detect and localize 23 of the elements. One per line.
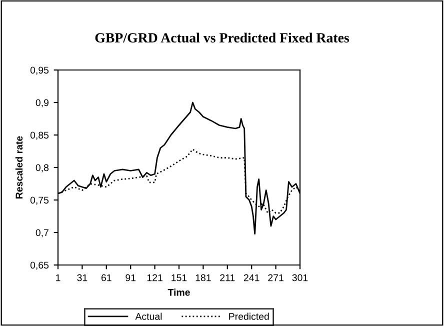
x-tick-label: 121: [147, 274, 162, 282]
x-tick-label: 61: [101, 274, 112, 282]
x-tick-label: 151: [172, 274, 187, 282]
legend-label: Actual: [135, 312, 162, 320]
x-tick-label: 211: [220, 274, 235, 282]
x-tick-label: 271: [268, 274, 284, 282]
y-tick-label: 0,9: [36, 99, 49, 108]
legend-label: Predicted: [229, 312, 269, 320]
x-tick-label: 181: [196, 274, 211, 282]
y-axis-title: Rescaled rate: [15, 136, 23, 198]
x-tick-label: 301: [292, 274, 308, 282]
x-tick-label: 31: [77, 274, 88, 282]
x-tick-label: 241: [244, 274, 260, 282]
y-tick-label: 0,65: [30, 262, 49, 270]
y-tick-label: 0,75: [30, 196, 49, 205]
y-tick-label: 0,95: [30, 66, 49, 75]
y-tick-label: 0,8: [36, 164, 49, 172]
chart-title: GBP/GRD Actual vs Predicted Fixed Rates: [95, 32, 350, 43]
x-axis-title: Time: [168, 288, 190, 296]
x-tick-label: 91: [126, 274, 136, 282]
y-tick-label: 0,85: [30, 132, 49, 140]
y-tick-label: 0,7: [36, 229, 48, 238]
x-tick-label: 1: [56, 274, 60, 282]
